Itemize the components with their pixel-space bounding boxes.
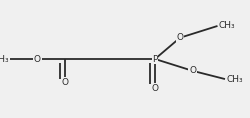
Text: CH₃: CH₃: [226, 75, 243, 84]
Text: O: O: [176, 33, 184, 42]
Text: P: P: [152, 55, 158, 63]
Text: O: O: [62, 78, 68, 87]
Text: O: O: [34, 55, 41, 63]
Text: CH₃: CH₃: [219, 21, 236, 30]
Text: O: O: [189, 66, 196, 75]
Text: CH₃: CH₃: [0, 55, 9, 63]
Text: O: O: [152, 84, 158, 93]
